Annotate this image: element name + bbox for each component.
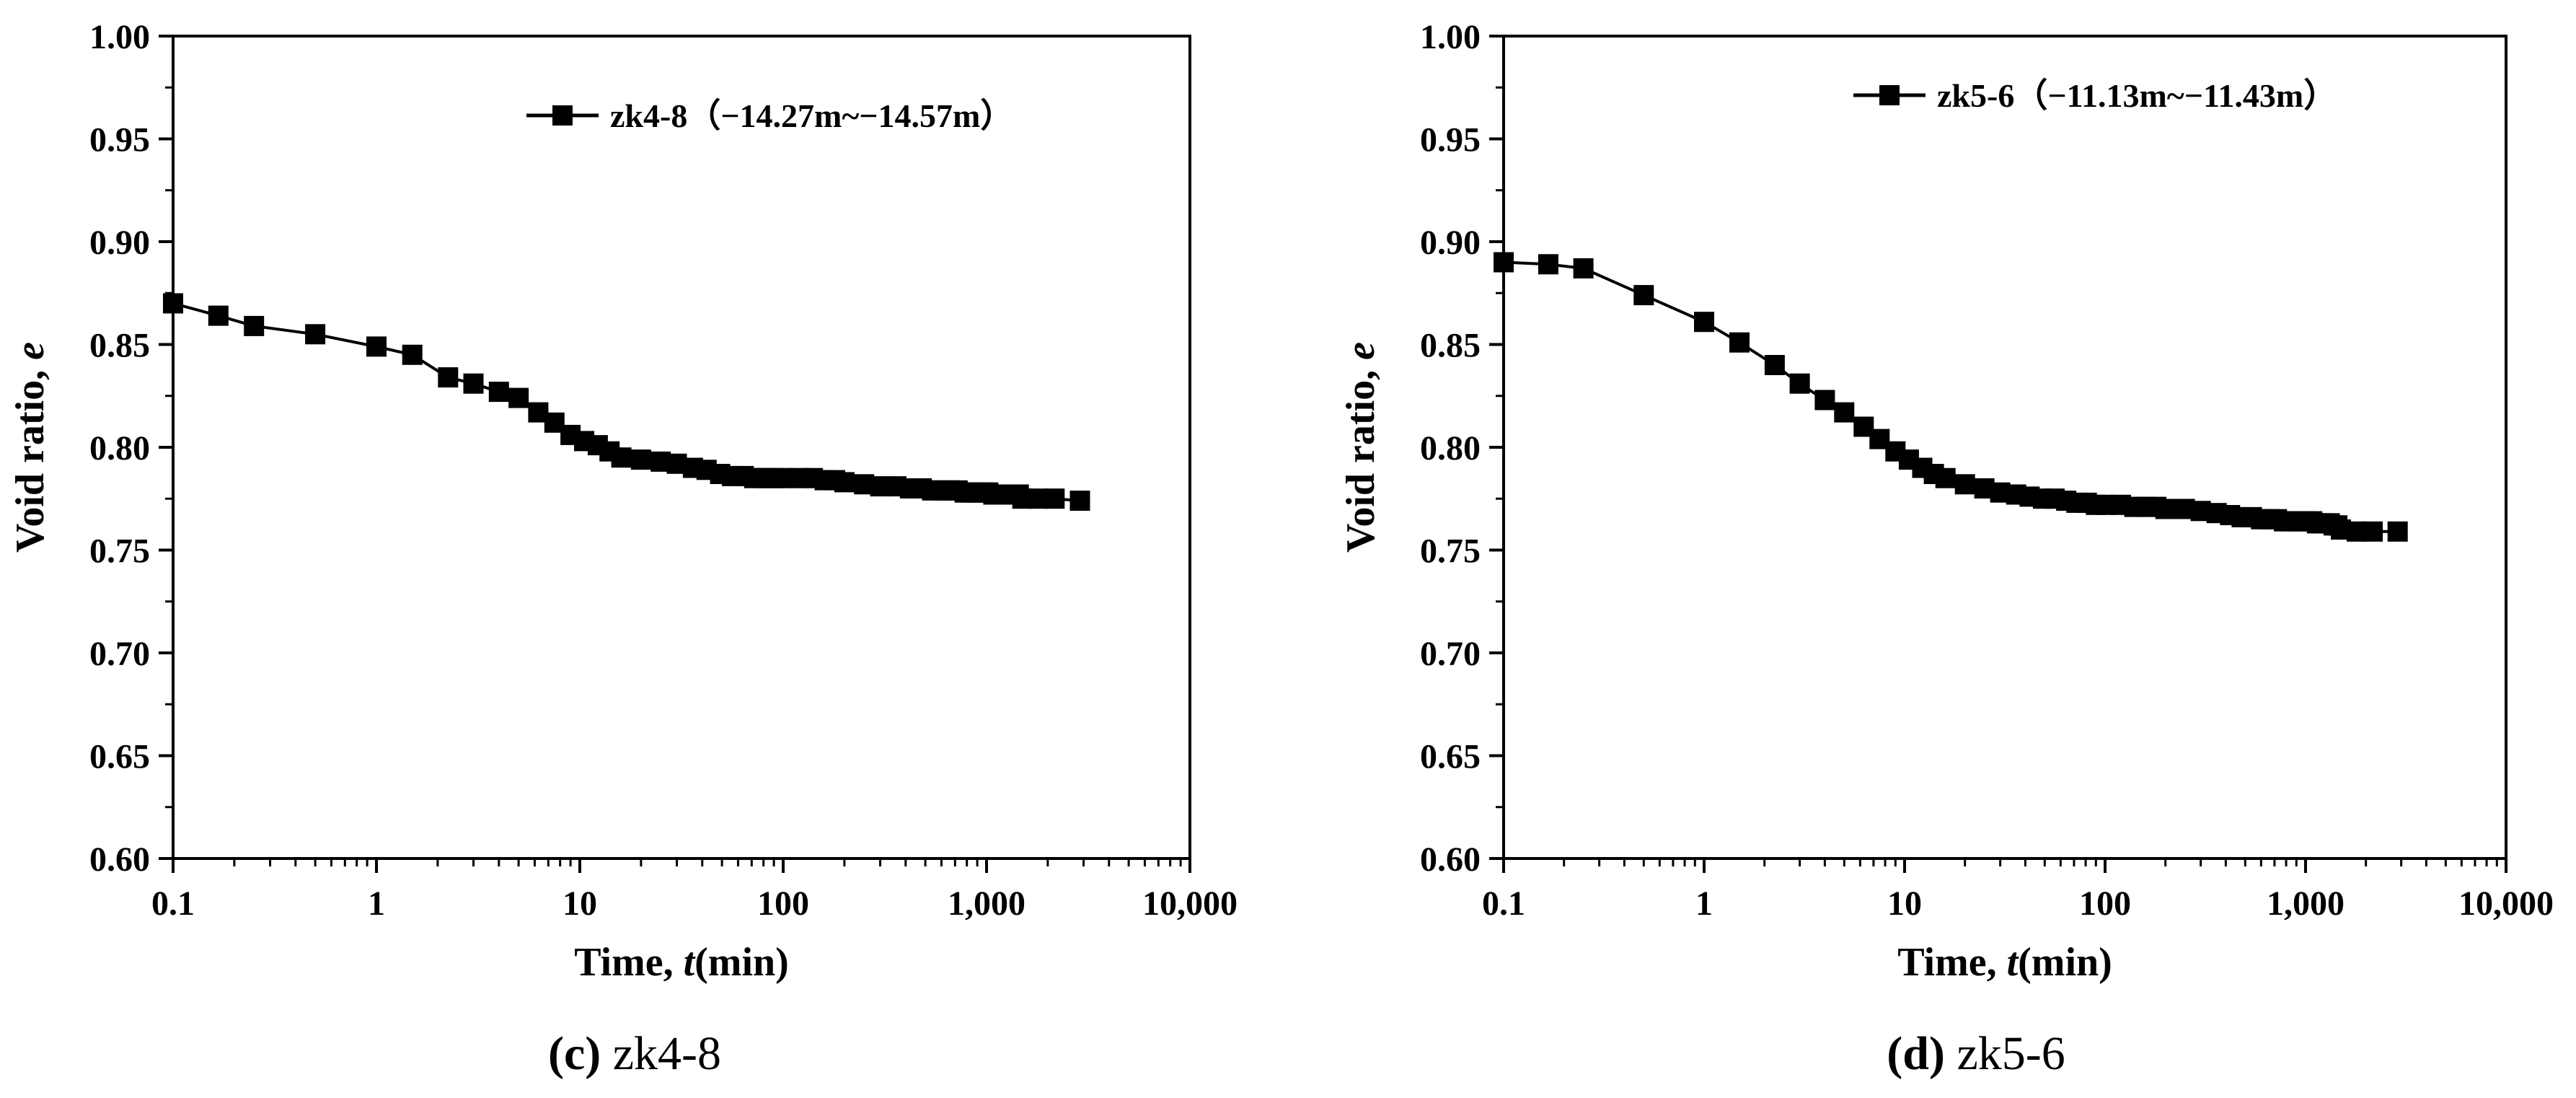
y-tick-label: 0.70 bbox=[89, 635, 150, 673]
y-tick-label: 0.90 bbox=[89, 224, 150, 262]
y-tick-label: 0.95 bbox=[1420, 121, 1481, 159]
y-tick-label: 0.95 bbox=[89, 121, 150, 159]
caption-text: zk4-8 bbox=[601, 1027, 721, 1080]
x-axis-label-var: t bbox=[684, 940, 696, 985]
y-tick-label: 0.60 bbox=[1420, 840, 1481, 879]
data-point bbox=[508, 387, 529, 408]
legend-marker bbox=[1879, 85, 1900, 105]
y-tick-label: 0.80 bbox=[89, 429, 150, 467]
data-point bbox=[1633, 285, 1654, 306]
data-point bbox=[305, 324, 326, 345]
data-point bbox=[488, 382, 509, 403]
x-axis-label: Time, t(min) bbox=[1897, 940, 2112, 985]
x-axis-label-var: t bbox=[2007, 940, 2019, 985]
data-point bbox=[1538, 254, 1558, 275]
data-point bbox=[1044, 488, 1065, 509]
legend-label: zk5-6（−11.13m~−11.43m） bbox=[1937, 77, 2337, 114]
chart-panel-1: 0.1 1 10 100 1,000 10,000 0.60 0.65 0.70 0.75 0.80… bbox=[1338, 18, 2554, 1080]
y-tick-label: 0.90 bbox=[1420, 224, 1481, 262]
x-tick-label: 1,000 bbox=[2267, 884, 2345, 923]
y-tick-label: 0.85 bbox=[1420, 327, 1481, 365]
data-point bbox=[1834, 402, 1855, 423]
y-tick-label: 0.70 bbox=[1420, 635, 1481, 673]
data-point bbox=[1764, 355, 1785, 375]
data-point bbox=[630, 449, 651, 470]
x-tick-label: 1 bbox=[368, 884, 385, 923]
chart-panel-0: 0.1 1 10 100 1,000 10,000 0.60 0.65 0.70 0.75 0.80… bbox=[8, 18, 1238, 1080]
data-point bbox=[1494, 252, 1514, 273]
y-tick-label: 0.85 bbox=[89, 327, 150, 365]
data-point bbox=[2155, 499, 2176, 519]
y-tick-label: 0.60 bbox=[89, 840, 150, 879]
data-point bbox=[1935, 467, 1956, 488]
x-tick-label: 100 bbox=[757, 884, 809, 923]
x-axis-label-text: Time, bbox=[1897, 940, 2006, 985]
data-point bbox=[402, 344, 423, 365]
x-tick-label: 1,000 bbox=[948, 884, 1025, 923]
data-point bbox=[208, 305, 229, 326]
x-tick-label: 10,000 bbox=[1142, 884, 1238, 923]
x-tick-label: 1 bbox=[1695, 884, 1713, 923]
x-axis-label: Time, t(min) bbox=[574, 940, 789, 985]
data-point bbox=[1954, 474, 1975, 495]
y-axis-label-text: Void ratio, bbox=[8, 360, 53, 553]
y-axis-label-var: e bbox=[8, 342, 53, 360]
figure-caption: (d) zk5-6 bbox=[1887, 1027, 2065, 1080]
y-tick-label: 1.00 bbox=[89, 18, 150, 56]
data-point bbox=[834, 472, 855, 493]
y-tick-label: 0.80 bbox=[1420, 429, 1481, 467]
caption-text: zk5-6 bbox=[1945, 1027, 2065, 1080]
y-axis-label-text: Void ratio, bbox=[1338, 360, 1383, 553]
data-point bbox=[438, 367, 459, 388]
y-axis-label-var: e bbox=[1338, 342, 1383, 360]
figure-caption: (c) zk4-8 bbox=[548, 1027, 721, 1080]
x-tick-label: 10 bbox=[563, 884, 597, 923]
x-tick-label: 100 bbox=[2079, 884, 2131, 923]
data-point bbox=[244, 315, 265, 336]
legend: zk4-8（−14.27m~−14.57m） bbox=[526, 97, 1013, 134]
data-point bbox=[1694, 312, 1714, 333]
legend-label: zk4-8（−14.27m~−14.57m） bbox=[610, 97, 1013, 134]
x-tick-label: 10 bbox=[1887, 884, 1922, 923]
y-tick-label: 0.65 bbox=[89, 738, 150, 776]
data-point bbox=[1789, 373, 1810, 394]
data-point bbox=[1069, 491, 1090, 511]
data-point bbox=[2363, 521, 2383, 542]
data-point bbox=[1814, 390, 1835, 410]
x-tick-label: 0.1 bbox=[1482, 884, 1525, 923]
data-point bbox=[463, 373, 484, 394]
legend-marker bbox=[552, 105, 573, 126]
y-tick-label: 0.75 bbox=[89, 532, 150, 571]
data-point bbox=[2387, 521, 2408, 542]
data-point bbox=[366, 336, 387, 357]
x-tick-label: 10,000 bbox=[2458, 884, 2554, 923]
data-point bbox=[163, 293, 183, 314]
caption-letter: (c) bbox=[548, 1027, 601, 1080]
y-axis-label: Void ratio, e bbox=[1338, 342, 1383, 553]
y-axis-label: Void ratio, e bbox=[8, 342, 53, 553]
x-axis-label-unit: (min) bbox=[694, 940, 789, 985]
x-axis-label-unit: (min) bbox=[2018, 940, 2112, 985]
y-tick-label: 1.00 bbox=[1420, 18, 1481, 56]
data-point bbox=[1729, 332, 1750, 353]
y-tick-label: 0.75 bbox=[1420, 532, 1481, 571]
legend: zk5-6（−11.13m~−11.43m） bbox=[1853, 77, 2337, 114]
x-tick-label: 0.1 bbox=[151, 884, 195, 923]
data-point bbox=[611, 447, 632, 468]
data-point bbox=[1573, 258, 1594, 278]
caption-letter: (d) bbox=[1887, 1027, 1945, 1080]
y-tick-label: 0.65 bbox=[1420, 738, 1481, 776]
x-axis-label-text: Time, bbox=[574, 940, 683, 985]
